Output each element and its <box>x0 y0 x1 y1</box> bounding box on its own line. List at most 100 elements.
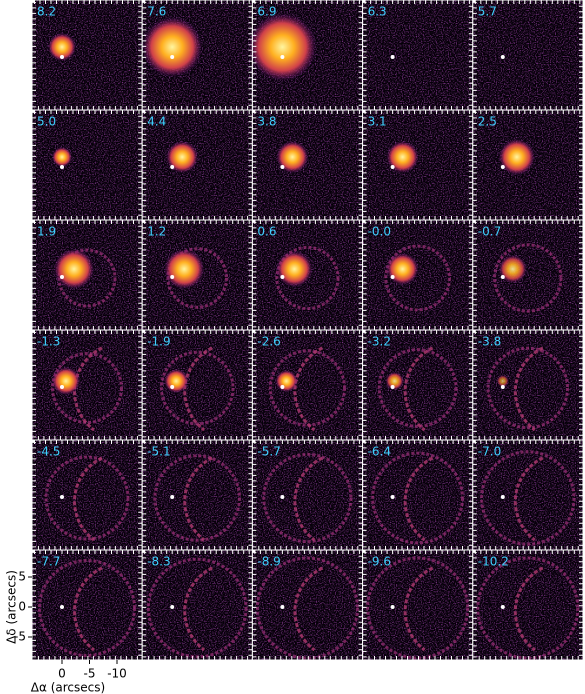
emission <box>48 33 76 61</box>
shell-ring <box>159 350 235 426</box>
x-axis-label: Δα (arcsecs) <box>31 681 105 694</box>
emission <box>386 253 419 285</box>
channel-panel: 3.1 <box>362 109 474 221</box>
velocity-label: -2.6 <box>257 335 280 349</box>
velocity-label: -0.7 <box>478 225 501 239</box>
velocity-label: 4.4 <box>147 115 166 129</box>
velocity-label: 1.2 <box>147 225 166 239</box>
channel-panel: -3.2 <box>362 329 474 441</box>
shell-ring <box>371 451 465 545</box>
star <box>390 275 395 279</box>
shell-ring <box>153 454 241 542</box>
star <box>170 385 175 389</box>
velocity-label: 3.8 <box>257 115 276 129</box>
emission <box>496 375 509 387</box>
star <box>280 275 285 279</box>
channel-panel: 6.9 <box>248 0 364 111</box>
shell-arc <box>403 566 434 652</box>
panel-noise <box>32 110 143 220</box>
shell-arc <box>403 456 434 542</box>
velocity-label: 5.0 <box>37 115 56 129</box>
emission <box>276 251 313 287</box>
channel-panel: 8.2 <box>31 0 143 111</box>
star <box>500 275 505 279</box>
velocity-label: -0.0 <box>368 225 391 239</box>
panel-frame <box>472 549 584 661</box>
channel-panel: -9.6 <box>362 549 474 661</box>
velocity-label: -10.2 <box>478 555 509 569</box>
star <box>500 495 505 499</box>
channel-panel: 7.6 <box>141 0 253 111</box>
shell-arc <box>293 456 324 542</box>
shell-arc <box>183 456 213 542</box>
shell-ring <box>268 349 346 427</box>
panel-noise <box>32 0 143 110</box>
velocity-label: -4.5 <box>37 445 60 459</box>
channel-panel: 6.3 <box>362 0 474 111</box>
y-tick-label: 5 <box>18 570 26 584</box>
velocity-label: -1.9 <box>147 335 170 349</box>
x-tick-label: 0 <box>58 667 66 681</box>
channel-panel: 0.6 <box>251 219 364 331</box>
y-tick-label: 0 <box>18 600 26 614</box>
velocity-label: -9.6 <box>368 555 391 569</box>
shell-ring <box>476 556 580 660</box>
star <box>170 275 175 279</box>
channel-panel: -1.9 <box>141 329 253 441</box>
channel-panel: -5.1 <box>141 439 253 551</box>
star <box>280 385 285 389</box>
velocity-label: 6.9 <box>257 5 276 19</box>
shell-ring <box>366 556 470 660</box>
channel-panel: 1.2 <box>141 219 253 331</box>
emission <box>142 17 203 77</box>
shell-ring <box>255 556 359 660</box>
emission <box>386 141 419 173</box>
emission <box>248 13 317 81</box>
channel-panel: -4.5 <box>31 439 143 551</box>
channel-panel: -3.8 <box>472 329 584 441</box>
shell-arc <box>513 346 544 432</box>
star <box>500 385 505 389</box>
velocity-label: -7.0 <box>478 445 501 459</box>
emission <box>164 369 189 393</box>
velocity-label: 2.5 <box>478 115 497 129</box>
star <box>390 55 395 59</box>
velocity-label: -5.7 <box>257 445 280 459</box>
shell-ring <box>480 450 576 546</box>
shell-arc <box>73 456 103 542</box>
channel-panel: -0.0 <box>362 219 474 331</box>
star <box>170 165 175 169</box>
star <box>280 165 285 169</box>
channel-panel: 5.7 <box>472 0 584 111</box>
star <box>170 55 175 59</box>
star <box>60 385 64 389</box>
channel-panel: 2.5 <box>472 109 584 221</box>
channel-panel: -7.0 <box>472 439 584 551</box>
channel-panel: 1.9 <box>31 219 143 331</box>
shell-ring <box>146 557 248 659</box>
star <box>280 605 285 609</box>
channel-panel: 3.8 <box>251 109 364 221</box>
panel-noise <box>362 220 473 330</box>
star <box>170 605 175 609</box>
emission <box>166 141 199 173</box>
emission <box>498 255 527 283</box>
emission <box>52 367 80 395</box>
velocity-label: 8.2 <box>37 5 56 19</box>
x-tick-label: -10 <box>107 667 127 681</box>
shell-arc <box>513 566 544 652</box>
x-tick-label: -5 <box>84 667 96 681</box>
velocity-label: 5.7 <box>478 5 497 19</box>
channel-panel: -6.4 <box>362 439 474 551</box>
shell-arc <box>293 566 324 652</box>
star <box>60 495 64 499</box>
star <box>390 385 395 389</box>
shell-ring <box>377 348 458 428</box>
shell-ring <box>262 452 353 544</box>
channel-panel: 5.0 <box>31 109 143 221</box>
velocity-label: -8.3 <box>147 555 170 569</box>
velocity-label: 6.3 <box>368 5 387 19</box>
star <box>500 165 505 169</box>
panel-noise <box>362 110 473 220</box>
channel-panel: -5.7 <box>251 439 364 551</box>
